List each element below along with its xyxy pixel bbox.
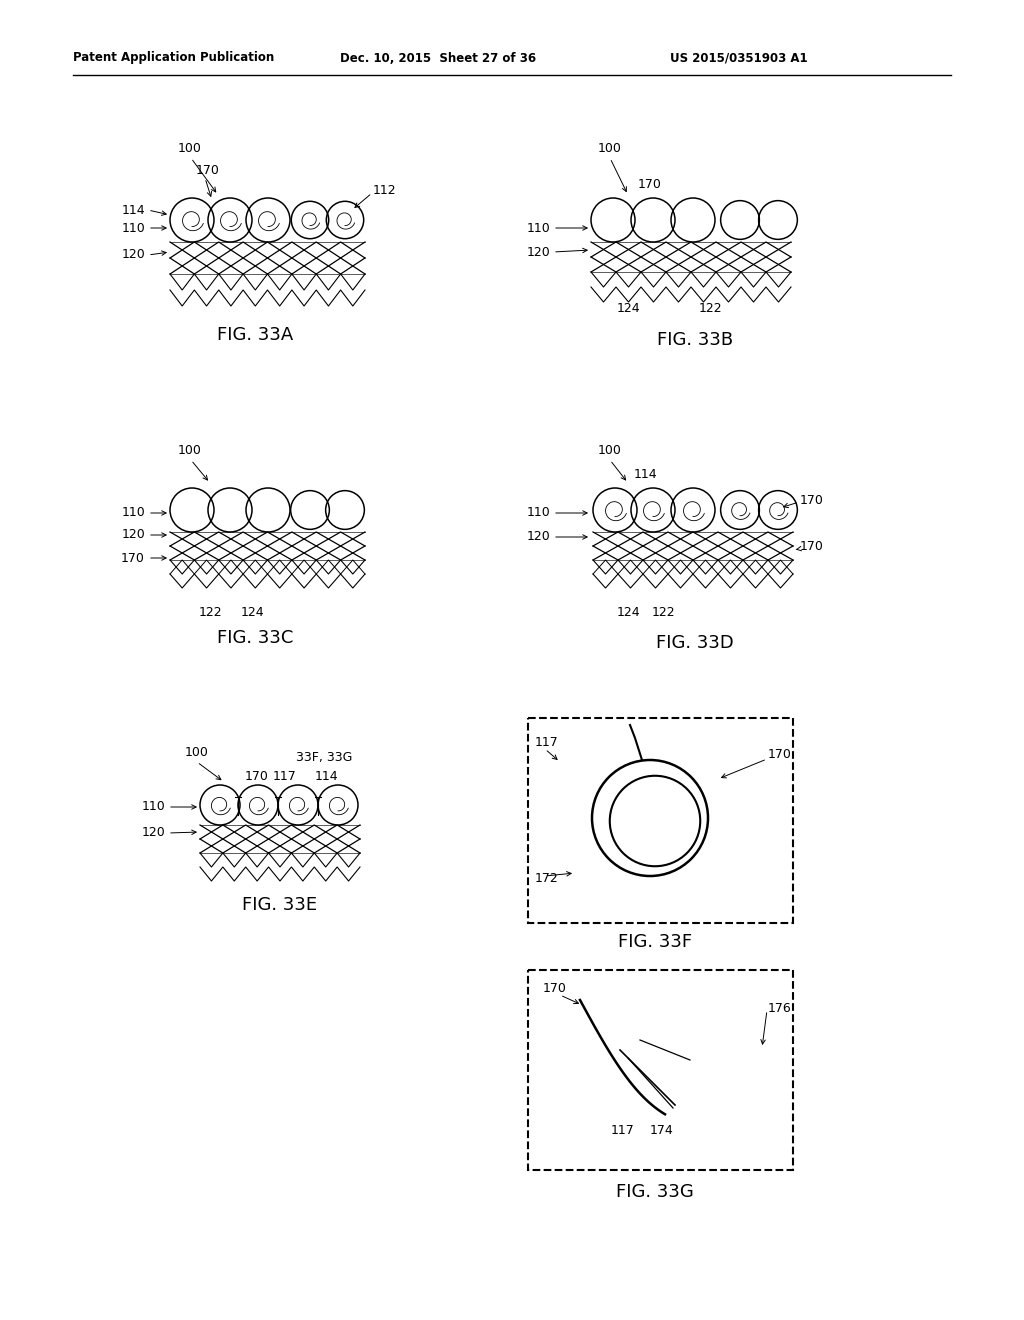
Text: Dec. 10, 2015  Sheet 27 of 36: Dec. 10, 2015 Sheet 27 of 36 — [340, 51, 537, 65]
Text: 110: 110 — [526, 222, 550, 235]
Text: 170: 170 — [543, 982, 567, 994]
Text: 120: 120 — [121, 528, 145, 541]
Text: FIG. 33E: FIG. 33E — [243, 896, 317, 913]
Bar — [528, 970, 793, 1170]
Text: FIG. 33F: FIG. 33F — [617, 933, 692, 950]
Text: 170: 170 — [638, 178, 662, 191]
Text: 120: 120 — [121, 248, 145, 261]
Text: Patent Application Publication: Patent Application Publication — [73, 51, 274, 65]
Text: 117: 117 — [535, 735, 559, 748]
Text: 120: 120 — [526, 531, 550, 544]
Text: 100: 100 — [185, 746, 209, 759]
Text: 114: 114 — [122, 203, 145, 216]
Text: 170: 170 — [768, 748, 792, 762]
Text: 176: 176 — [768, 1002, 792, 1015]
Text: 117: 117 — [273, 771, 297, 784]
Text: 124: 124 — [616, 301, 640, 314]
Text: 174: 174 — [650, 1123, 674, 1137]
Text: FIG. 33B: FIG. 33B — [657, 331, 733, 348]
Text: 110: 110 — [121, 507, 145, 520]
Text: 120: 120 — [526, 246, 550, 259]
Text: 100: 100 — [178, 444, 202, 457]
Text: FIG. 33C: FIG. 33C — [217, 630, 293, 647]
Text: US 2015/0351903 A1: US 2015/0351903 A1 — [670, 51, 808, 65]
Text: 114: 114 — [315, 771, 339, 784]
Text: 120: 120 — [141, 826, 165, 840]
Bar — [528, 718, 793, 923]
Text: 112: 112 — [373, 183, 396, 197]
Text: 110: 110 — [526, 507, 550, 520]
Text: FIG. 33D: FIG. 33D — [656, 634, 734, 652]
Text: FIG. 33A: FIG. 33A — [217, 326, 293, 345]
Text: 100: 100 — [598, 141, 622, 154]
Text: 122: 122 — [651, 606, 675, 619]
Text: 100: 100 — [598, 444, 622, 457]
Text: 122: 122 — [199, 606, 222, 619]
Text: 110: 110 — [141, 800, 165, 813]
Text: FIG. 33G: FIG. 33G — [616, 1183, 694, 1201]
Text: 170: 170 — [800, 540, 824, 553]
Text: 170: 170 — [196, 164, 220, 177]
Text: 114: 114 — [634, 467, 657, 480]
Text: 170: 170 — [800, 494, 824, 507]
Text: 110: 110 — [121, 222, 145, 235]
Text: 122: 122 — [698, 301, 722, 314]
Text: 124: 124 — [241, 606, 264, 619]
Text: 117: 117 — [611, 1123, 635, 1137]
Text: 172: 172 — [535, 871, 559, 884]
Text: 170: 170 — [121, 552, 145, 565]
Text: 170: 170 — [245, 771, 269, 784]
Text: 33F, 33G: 33F, 33G — [296, 751, 352, 764]
Text: 124: 124 — [616, 606, 640, 619]
Text: 100: 100 — [178, 141, 202, 154]
